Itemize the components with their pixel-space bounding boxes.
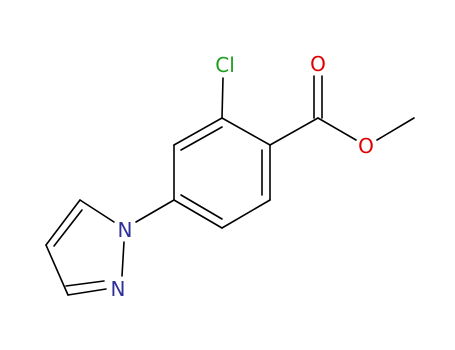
bond — [65, 280, 105, 287]
atom-label: O — [358, 134, 374, 158]
bond — [317, 117, 357, 141]
bond — [221, 77, 224, 119]
atom-label: O — [310, 52, 326, 76]
atom-label: N — [111, 277, 126, 301]
bond — [53, 209, 83, 247]
bond — [269, 117, 319, 146]
atom-label: N — [118, 218, 133, 242]
bond — [221, 117, 271, 146]
bond — [221, 199, 271, 229]
bond — [180, 194, 223, 220]
bond — [376, 117, 415, 141]
bond — [173, 117, 223, 146]
atom-label: Cl — [215, 53, 235, 77]
bond — [121, 241, 125, 277]
bond — [67, 288, 107, 296]
bond — [79, 199, 115, 223]
bond — [180, 126, 223, 151]
bond — [45, 199, 81, 246]
bond — [173, 199, 223, 229]
bonds — [45, 75, 415, 296]
bond — [45, 244, 69, 296]
bond — [135, 199, 175, 223]
